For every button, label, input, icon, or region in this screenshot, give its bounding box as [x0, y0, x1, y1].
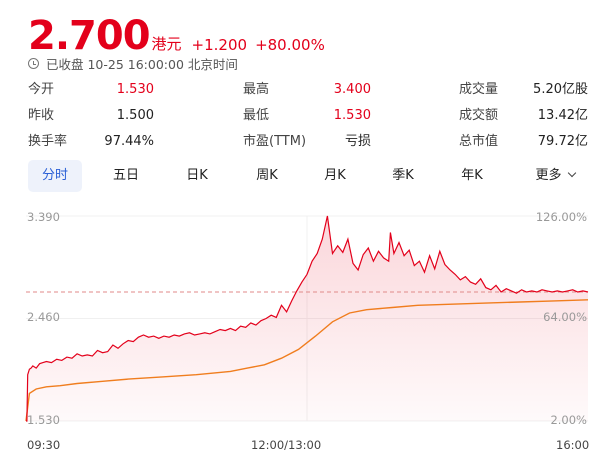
currency-label: 港元: [151, 35, 182, 53]
x-tick-close: 16:00: [556, 438, 590, 452]
chevron-down-icon: [567, 168, 576, 178]
period-tabs: 分时 五日 日K 周K 月K 季K 年K 更多: [28, 160, 588, 192]
tab-intraday[interactable]: 分时: [28, 160, 82, 192]
market-status: 已收盘 10-25 16:00:00 北京时间: [28, 54, 238, 73]
tab-weekly-k[interactable]: 周K: [256, 168, 278, 183]
stat-low-label: 最低: [243, 108, 270, 123]
stat-high-label: 最高: [243, 82, 270, 97]
last-price: 2.700: [28, 13, 151, 59]
x-tick-open: 09:30: [27, 438, 61, 452]
intraday-chart[interactable]: [0, 200, 600, 464]
stat-market-cap-value: 79.72亿: [537, 134, 588, 149]
avg-price-line: [25, 299, 589, 422]
stat-open-value: 1.530: [116, 82, 154, 97]
stat-low-value: 1.530: [333, 108, 371, 123]
stat-prev-close-value: 1.500: [116, 108, 154, 123]
y-left-tick-top: 3.390: [27, 210, 60, 224]
y-left-tick-bottom: 1.530: [27, 413, 60, 427]
stat-prev-close-label: 昨收: [28, 108, 55, 123]
tab-yearly-k[interactable]: 年K: [461, 168, 483, 183]
stat-volume-value: 5.20亿股: [533, 82, 588, 97]
tab-quarterly-k[interactable]: 季K: [392, 168, 414, 183]
stat-turnover-label: 换手率: [28, 134, 68, 149]
stat-pe-value: 亏损: [344, 134, 371, 149]
stat-turnover-value: 97.44%: [104, 134, 154, 149]
y-right-tick-bottom: 2.00%: [550, 413, 587, 427]
tab-daily-k[interactable]: 日K: [186, 168, 208, 183]
stat-volume-label: 成交量: [459, 82, 499, 97]
clock-icon: [28, 58, 39, 69]
stat-high-value: 3.400: [333, 82, 371, 97]
tab-more[interactable]: 更多: [522, 160, 588, 192]
x-tick-midday: 12:00/13:00: [251, 438, 322, 452]
y-right-tick-top: 126.00%: [535, 210, 587, 224]
tab-more-label: 更多: [535, 168, 562, 183]
stat-pe-label: 市盈(TTM): [243, 134, 307, 149]
tab-monthly-k[interactable]: 月K: [324, 168, 346, 183]
stat-market-cap-label: 总市值: [459, 134, 499, 149]
y-left-tick-mid: 2.460: [27, 310, 60, 324]
market-status-text: 已收盘 10-25 16:00:00 北京时间: [46, 57, 238, 72]
price-change-pct: +80.00%: [255, 36, 325, 54]
stat-open-label: 今开: [28, 82, 55, 97]
y-right-tick-mid: 64.00%: [543, 310, 587, 324]
tab-five-day[interactable]: 五日: [112, 168, 139, 183]
price-line: [26, 215, 589, 422]
stat-amount-label: 成交额: [459, 108, 499, 123]
stat-amount-value: 13.42亿: [537, 108, 588, 123]
price-header: 2.700 港元 +1.200 +80.00%: [28, 6, 325, 56]
price-change: +1.200: [191, 36, 248, 54]
